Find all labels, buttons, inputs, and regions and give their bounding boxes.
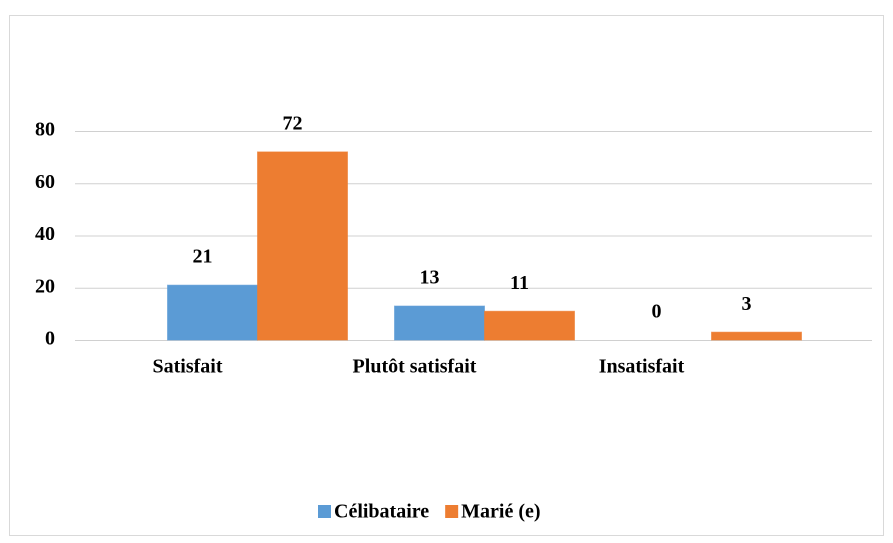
legend-label: Célibataire	[334, 501, 429, 523]
x-tick-label: Plutôt satisfait	[353, 356, 477, 378]
x-tick-label: Satisfait	[153, 356, 223, 378]
bar	[394, 305, 485, 341]
legend-label: Marié (e)	[461, 501, 540, 523]
bar	[257, 151, 348, 341]
value-label: 0	[652, 301, 662, 323]
y-tick-label: 0	[45, 328, 55, 350]
value-label: 21	[193, 246, 213, 268]
bar	[711, 331, 802, 341]
legend-swatch	[318, 505, 331, 518]
bar	[167, 284, 258, 341]
value-label: 72	[283, 112, 303, 134]
legend-swatch	[445, 505, 459, 518]
value-label: 11	[510, 272, 529, 294]
bar	[484, 310, 575, 341]
y-tick-label: 60	[35, 171, 55, 193]
value-label: 13	[420, 267, 440, 289]
value-label: 3	[742, 293, 752, 315]
y-tick-label: 80	[35, 119, 55, 141]
chart-border	[9, 15, 884, 536]
y-tick-label: 20	[35, 275, 55, 297]
y-tick-label: 40	[35, 223, 55, 245]
x-tick-label: Insatisfait	[599, 356, 685, 378]
